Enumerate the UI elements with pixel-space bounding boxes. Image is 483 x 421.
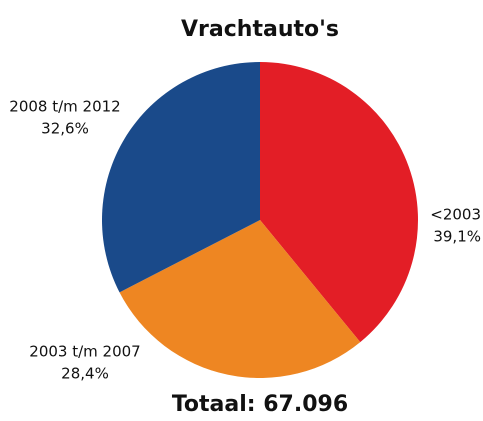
chart-title: Vrachtauto's [181,17,339,42]
slice-value-label: 32,6% [41,120,89,138]
slice-label: <2003 [430,206,481,224]
slice-value-label: 39,1% [433,228,481,246]
pie-slice [119,220,361,379]
pie-slice [260,62,419,343]
slice-label: 2008 t/m 2012 [9,98,120,116]
pie-slice [101,62,260,293]
slice-label: 2003 t/m 2007 [29,343,140,361]
chart-footer: Totaal: 67.096 [172,392,348,417]
slice-value-label: 28,4% [61,365,109,383]
